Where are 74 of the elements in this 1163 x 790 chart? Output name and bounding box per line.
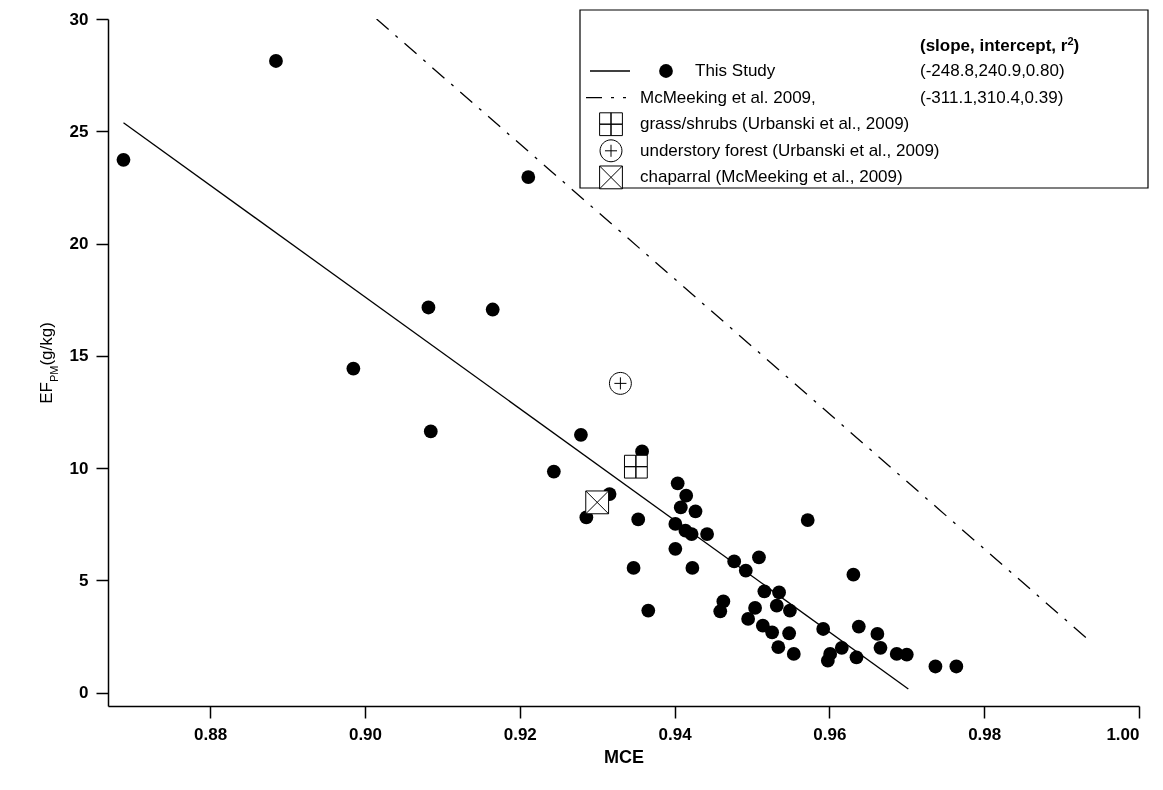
point [269, 54, 283, 68]
point [641, 603, 656, 618]
y-tick-label: 20 [69, 234, 89, 254]
point [800, 513, 815, 527]
y-tick-label: 0 [79, 683, 89, 703]
annotation: (-248.8,240.9,0.80) [920, 61, 1065, 80]
y-tick-label: 5 [79, 570, 89, 590]
point [678, 523, 693, 538]
y-tick-label: 25 [69, 121, 89, 141]
point [846, 567, 861, 582]
y-tick-label: 30 [69, 9, 89, 29]
point [623, 454, 648, 479]
point [700, 527, 714, 541]
point [738, 563, 753, 578]
point [423, 424, 438, 439]
x-axis-title: MCE [604, 746, 644, 767]
legend-label: understory forest (Urbanski et al., 2009) [640, 140, 940, 160]
point [834, 640, 849, 655]
point [752, 550, 766, 565]
point [673, 500, 688, 515]
point [668, 517, 683, 531]
point [782, 626, 797, 641]
y-tick-label: 10 [69, 458, 89, 478]
point [521, 170, 536, 184]
x-tick-label: 1.00 [1106, 724, 1140, 744]
x-tick-label: 0.98 [968, 724, 1002, 744]
x-tick-label: 0.96 [813, 724, 847, 744]
legend-label: This Study [695, 61, 776, 80]
point [679, 488, 694, 503]
x-tick-label: 0.88 [194, 724, 228, 744]
point [870, 627, 885, 641]
point [485, 302, 500, 317]
point [116, 152, 131, 167]
legend-label: grass/shrubs (Urbanski et al., 2009) [640, 114, 910, 134]
point [608, 371, 632, 395]
point [769, 598, 784, 613]
point [783, 603, 797, 618]
point [772, 585, 786, 600]
point [668, 541, 683, 556]
point [786, 647, 801, 661]
point [713, 604, 728, 619]
point [757, 584, 772, 599]
point [546, 464, 561, 479]
point [873, 640, 888, 655]
point [771, 640, 786, 655]
annotation: (-311.1,310.4,0.39) [920, 87, 1064, 107]
legend-title: (slope, intercept, r$^{2}$) [920, 35, 1080, 55]
point [765, 625, 779, 640]
point [741, 612, 756, 626]
point [727, 554, 742, 569]
point [928, 659, 943, 674]
point [346, 361, 361, 376]
point [748, 601, 762, 615]
legend-label: chaparral (McMeeking et al., 2009) [640, 167, 903, 187]
legend-label: McMeeking et al. 2009, [640, 87, 816, 107]
point [816, 622, 831, 636]
point [820, 653, 835, 668]
point [849, 650, 864, 665]
point [899, 647, 914, 662]
x-tick-label: 0.90 [348, 724, 383, 744]
x-tick-label: 0.94 [658, 724, 693, 744]
point [421, 300, 436, 315]
y-tick-label: 15 [69, 346, 89, 366]
point [688, 504, 703, 519]
point [670, 476, 685, 491]
point [626, 561, 641, 575]
point [631, 512, 646, 527]
x-tick-label: 0.92 [503, 724, 537, 744]
point [685, 561, 700, 575]
point [851, 619, 866, 634]
point [574, 427, 588, 442]
point [949, 659, 964, 674]
point [585, 490, 610, 515]
point [755, 618, 770, 633]
